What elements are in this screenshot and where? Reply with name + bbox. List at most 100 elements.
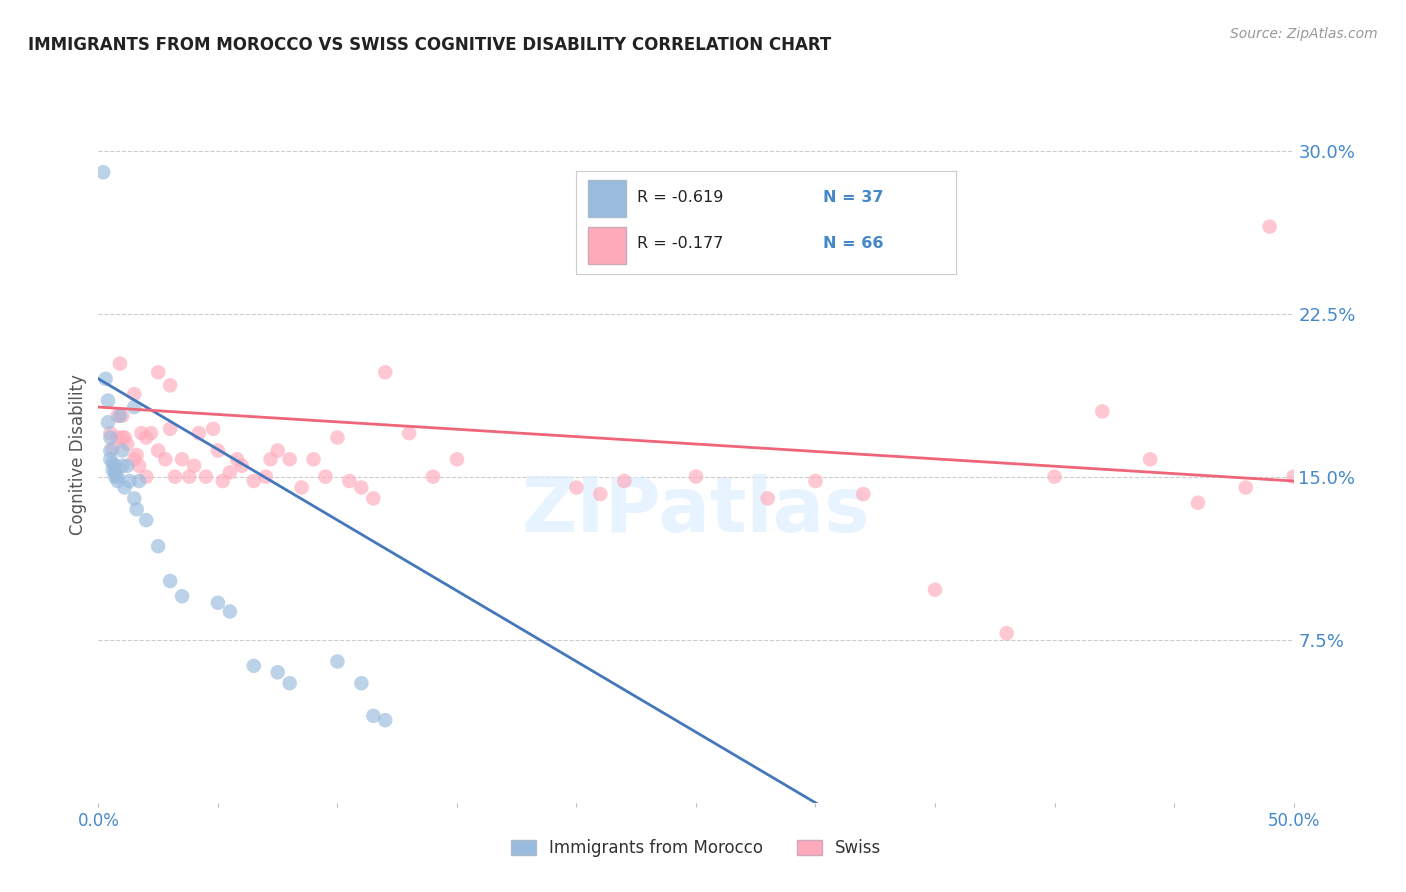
Point — [107, 431, 129, 445]
Point — [125, 448, 148, 462]
Point — [207, 596, 229, 610]
Point — [148, 539, 170, 553]
FancyBboxPatch shape — [588, 179, 626, 217]
Point — [350, 676, 373, 690]
Point — [374, 365, 396, 379]
Point — [98, 426, 122, 441]
Point — [1234, 481, 1257, 495]
Point — [254, 469, 277, 483]
Point — [852, 487, 875, 501]
Text: IMMIGRANTS FROM MOROCCO VS SWISS COGNITIVE DISABILITY CORRELATION CHART: IMMIGRANTS FROM MOROCCO VS SWISS COGNITI… — [28, 36, 831, 54]
Point — [1043, 469, 1066, 483]
Point — [219, 605, 242, 619]
Point — [159, 378, 181, 392]
Point — [339, 474, 360, 488]
Text: Source: ZipAtlas.com: Source: ZipAtlas.com — [1230, 27, 1378, 41]
Point — [243, 658, 266, 673]
Point — [135, 513, 157, 527]
Point — [422, 469, 444, 483]
Point — [179, 469, 201, 483]
Point — [98, 443, 122, 458]
Point — [326, 655, 349, 669]
Point — [1258, 219, 1281, 234]
Point — [111, 431, 134, 445]
Point — [183, 458, 205, 473]
Point — [135, 469, 157, 483]
Point — [589, 487, 612, 501]
Point — [108, 357, 131, 371]
Point — [565, 481, 588, 495]
Point — [350, 481, 373, 495]
Point — [104, 466, 127, 480]
Point — [363, 708, 385, 723]
Point — [124, 400, 146, 414]
Point — [128, 458, 150, 473]
Point — [114, 481, 136, 495]
Point — [159, 574, 181, 588]
Point — [148, 365, 170, 379]
Point — [291, 481, 314, 495]
Point — [194, 469, 218, 483]
Point — [326, 431, 349, 445]
Point — [101, 442, 124, 456]
Text: ZIPatlas: ZIPatlas — [522, 474, 870, 548]
Point — [148, 443, 170, 458]
Point — [118, 474, 141, 488]
Point — [202, 422, 225, 436]
Point — [107, 409, 129, 423]
Point — [267, 665, 290, 680]
Point — [374, 713, 396, 727]
Point — [1282, 469, 1305, 483]
Point — [211, 474, 233, 488]
Text: R = -0.619: R = -0.619 — [637, 190, 724, 205]
Point — [398, 426, 420, 441]
Point — [804, 474, 827, 488]
Point — [1091, 404, 1114, 418]
Point — [219, 466, 242, 480]
Point — [363, 491, 385, 506]
Y-axis label: Cognitive Disability: Cognitive Disability — [69, 375, 87, 535]
Point — [1187, 496, 1209, 510]
Point — [995, 626, 1018, 640]
Point — [172, 452, 194, 467]
Point — [243, 474, 266, 488]
Point — [124, 452, 146, 467]
Point — [124, 491, 146, 506]
Point — [163, 469, 186, 483]
Point — [101, 457, 124, 471]
Point — [125, 502, 148, 516]
Point — [1139, 452, 1161, 467]
Point — [172, 589, 194, 603]
Point — [104, 469, 127, 483]
Point — [446, 452, 468, 467]
Point — [135, 431, 157, 445]
Text: N = 37: N = 37 — [824, 190, 884, 205]
Point — [315, 469, 337, 483]
Point — [108, 409, 131, 423]
Point — [115, 458, 138, 473]
Point — [111, 443, 134, 458]
Point — [91, 165, 114, 179]
Point — [124, 387, 146, 401]
Point — [226, 452, 249, 467]
Legend: Immigrants from Morocco, Swiss: Immigrants from Morocco, Swiss — [505, 833, 887, 864]
Point — [187, 426, 209, 441]
Point — [101, 463, 124, 477]
Point — [111, 458, 134, 473]
Point — [159, 422, 181, 436]
FancyBboxPatch shape — [588, 227, 626, 264]
Point — [94, 372, 117, 386]
Point — [139, 426, 162, 441]
Point — [756, 491, 779, 506]
Point — [924, 582, 946, 597]
Point — [98, 431, 122, 445]
Point — [685, 469, 707, 483]
Point — [97, 393, 120, 408]
Point — [259, 452, 281, 467]
Point — [267, 443, 290, 458]
Point — [114, 431, 136, 445]
Point — [231, 458, 253, 473]
Text: N = 66: N = 66 — [824, 236, 884, 252]
Point — [613, 474, 636, 488]
Point — [155, 452, 177, 467]
